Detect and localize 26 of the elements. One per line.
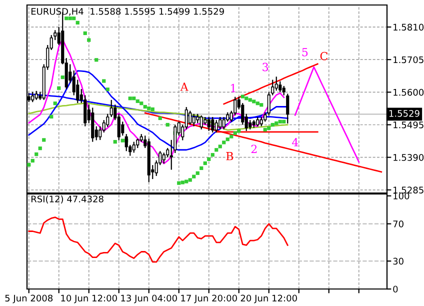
chart-title: EURUSD,H4 1.5588 1.5595 1.5499 1.5529 bbox=[31, 8, 224, 16]
annotation: 4 bbox=[292, 138, 298, 146]
annotation: C bbox=[320, 52, 328, 60]
y-tick-label: 0 bbox=[393, 286, 398, 293]
x-tick-label: 5 Jun 2008 bbox=[5, 294, 53, 304]
x-tick-label: 20 Jun 12:00 bbox=[240, 294, 297, 304]
y-tick-label: 1.5285 bbox=[394, 186, 424, 194]
y-tick-label: 100 bbox=[394, 192, 410, 200]
x-tick-label: 17 Jun 20:00 bbox=[181, 294, 237, 304]
y-tick-label: 1.5810 bbox=[394, 24, 424, 31]
annotation: A bbox=[180, 82, 188, 91]
y-tick-label: 1.5600 bbox=[394, 88, 424, 96]
y-tick-label: 30 bbox=[393, 258, 404, 265]
annotation: 5 bbox=[302, 48, 308, 56]
x-tick-label: 13 Jun 04:00 bbox=[121, 294, 177, 304]
x-tick-label: 10 Jun 12:00 bbox=[61, 294, 117, 304]
y-tick-label: 70 bbox=[393, 220, 404, 228]
annotation: 2 bbox=[251, 144, 257, 154]
ref-line-label: 1.5529 bbox=[389, 110, 420, 117]
annotation: B bbox=[226, 152, 234, 160]
chart-title: RSI(12) 47.4328 bbox=[31, 195, 104, 204]
y-tick-label: 1.5390 bbox=[394, 154, 424, 161]
annotation: 3 bbox=[262, 62, 268, 72]
annotation: 1 bbox=[231, 84, 236, 92]
y-tick-label: 1.5495 bbox=[394, 121, 424, 128]
y-tick-label: 1.5705 bbox=[394, 56, 424, 64]
